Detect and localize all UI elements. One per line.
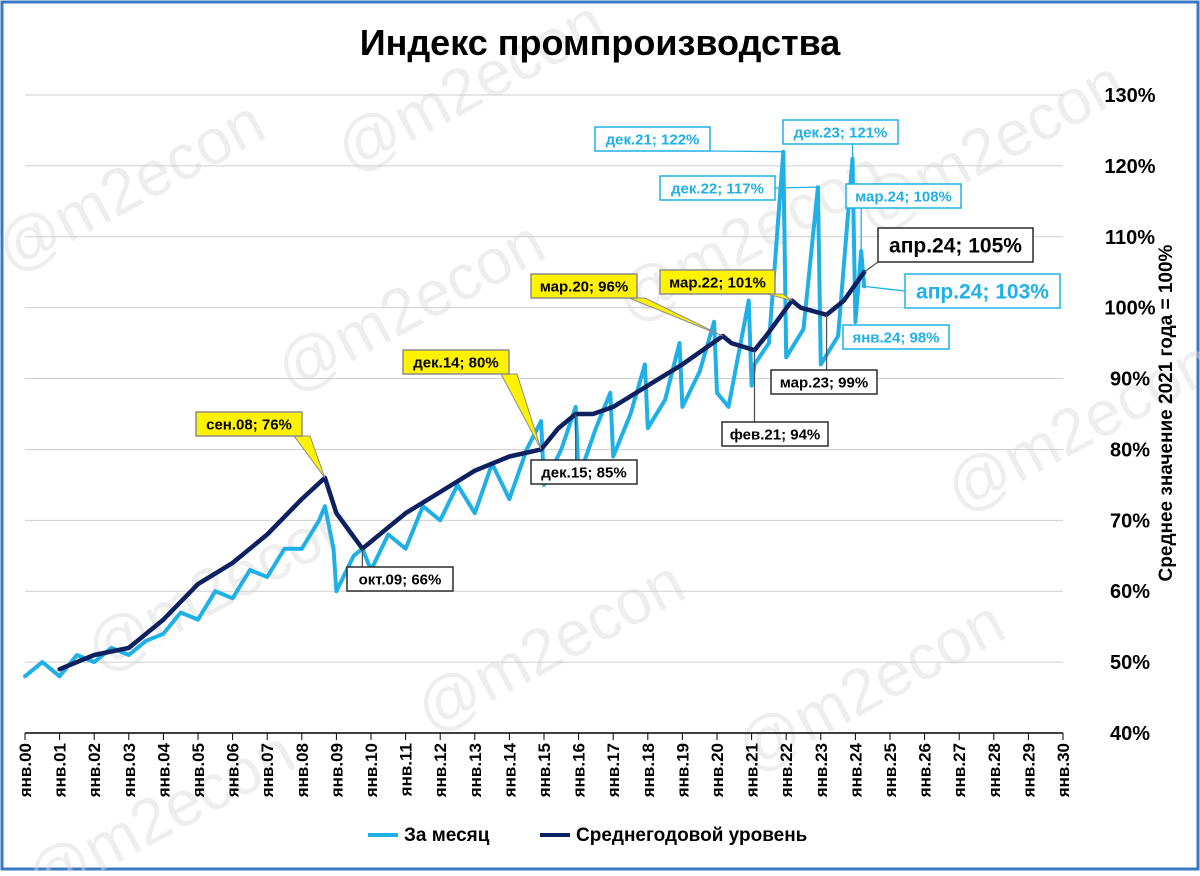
x-tick-label: янв.02 bbox=[85, 743, 104, 798]
x-tick-label: янв.19 bbox=[673, 743, 692, 798]
x-tick-label: янв.15 bbox=[535, 743, 554, 798]
annotation-label: мар.22; 101% bbox=[669, 274, 766, 291]
annotation-box bbox=[782, 119, 899, 145]
legend: За месяц Среднегодовой уровень bbox=[368, 825, 807, 846]
annotation-label: мар.23; 99% bbox=[780, 374, 868, 391]
x-tick-label: янв.07 bbox=[258, 743, 277, 798]
y-axis-label: Среднее значение 2021 года = 100% bbox=[1156, 244, 1177, 581]
y-tick-label: 110% bbox=[1105, 227, 1155, 249]
x-tick-label: янв.14 bbox=[500, 742, 519, 798]
y-tick-label: 120% bbox=[1104, 156, 1155, 178]
annotation-label: апр.24; 105% bbox=[889, 235, 1022, 258]
annotation-label: сен.08; 76% bbox=[206, 416, 292, 433]
annotation-label: янв.24; 98% bbox=[852, 329, 939, 346]
annotation-box bbox=[594, 126, 711, 152]
x-tick-label: янв.04 bbox=[154, 742, 173, 798]
x-tick-label: янв.00 bbox=[16, 743, 35, 798]
x-tick-label: янв.28 bbox=[985, 743, 1004, 798]
x-tick-label: янв.21 bbox=[743, 743, 762, 798]
x-tick-label: янв.24 bbox=[846, 742, 865, 798]
x-tick-label: янв.25 bbox=[881, 743, 900, 798]
annotation-box bbox=[842, 324, 950, 350]
annotation-box bbox=[845, 183, 962, 209]
y-tick-label: 50% bbox=[1110, 652, 1150, 674]
x-tick-label: янв.27 bbox=[950, 743, 969, 798]
y-tick-label: 130% bbox=[1104, 85, 1155, 107]
x-tick-label: янв.18 bbox=[639, 743, 658, 798]
x-tick-label: янв.09 bbox=[327, 743, 346, 798]
annotation-label: дек.23; 121% bbox=[794, 124, 888, 141]
annotation-box bbox=[721, 421, 829, 447]
y-axis: 40% 50% 60% 70% 80% 90% 100% 110% 120% 130% bbox=[1104, 85, 1155, 745]
x-tick-label: янв.17 bbox=[604, 743, 623, 798]
y-tick-label: 80% bbox=[1110, 439, 1150, 461]
x-tick-label: янв.22 bbox=[777, 743, 796, 798]
annotation-box bbox=[659, 269, 776, 295]
x-tick-label: янв.26 bbox=[916, 743, 935, 798]
x-tick-label: янв.13 bbox=[466, 743, 485, 798]
annotation-label: мар.24; 108% bbox=[855, 188, 952, 205]
x-tick-label: янв.20 bbox=[708, 743, 727, 798]
annotation-label: дек.22; 117% bbox=[671, 180, 764, 197]
series-line-annual bbox=[57, 269, 867, 672]
annotation-box bbox=[195, 411, 303, 437]
y-tick-label: 70% bbox=[1110, 510, 1150, 532]
annotation-label: мар.20; 96% bbox=[540, 278, 628, 295]
annotation-label: дек.14; 80% bbox=[413, 354, 498, 371]
x-tick-label: янв.03 bbox=[120, 743, 139, 798]
annotation-layer: сен.08; 76% окт.09; 66% дек.14; 80% дек.15;… bbox=[195, 119, 1061, 592]
y-tick-label: 100% bbox=[1104, 298, 1155, 320]
x-tick-label: янв.29 bbox=[1019, 743, 1038, 798]
y-tick-label: 40% bbox=[1110, 723, 1150, 745]
x-tick-label: янв.01 bbox=[51, 743, 70, 798]
annotation-label: дек.15; 85% bbox=[541, 464, 626, 481]
annotation-box bbox=[904, 273, 1061, 309]
annotation-box bbox=[877, 227, 1034, 263]
x-tick-label: янв.06 bbox=[224, 743, 243, 798]
series-layer bbox=[23, 149, 867, 679]
annotation-box bbox=[530, 459, 638, 485]
x-axis: янв.00 янв.01 янв.02 янв.03 янв.04 янв.05 янв.… bbox=[16, 732, 1073, 798]
chart-title: Индекс промпроизводства bbox=[360, 22, 842, 63]
annotation-box bbox=[770, 369, 878, 395]
annotation-leader bbox=[863, 285, 906, 292]
x-tick-label: янв.10 bbox=[362, 743, 381, 798]
annotation-leader bbox=[774, 186, 818, 189]
annotation-label: окт.09; 66% bbox=[359, 571, 442, 588]
annotation-box bbox=[530, 273, 638, 299]
x-tick-label: янв.16 bbox=[570, 743, 589, 798]
x-tick-label: янв.12 bbox=[431, 743, 450, 798]
x-tick-label: янв.11 bbox=[397, 743, 416, 797]
legend-label-annual: Среднегодовой уровень bbox=[576, 825, 807, 846]
series-line-monthly bbox=[23, 149, 867, 679]
annotation-leader bbox=[709, 150, 784, 153]
x-tick-label: янв.05 bbox=[189, 743, 208, 798]
x-tick-label: янв.23 bbox=[812, 743, 831, 798]
annotation-label: фев.21; 94% bbox=[730, 426, 821, 443]
x-tick-label: янв.08 bbox=[293, 743, 312, 798]
x-tick-label: янв.30 bbox=[1054, 743, 1073, 798]
y-tick-label: 90% bbox=[1110, 369, 1150, 391]
annotation-label: апр.24; 103% bbox=[916, 281, 1049, 304]
annotation-leader bbox=[863, 261, 879, 273]
annotation-label: дек.21; 122% bbox=[606, 131, 700, 148]
annotation-box bbox=[659, 175, 776, 201]
annotation-box bbox=[402, 349, 510, 375]
legend-label-monthly: За месяц bbox=[404, 825, 490, 846]
y-tick-label: 60% bbox=[1110, 581, 1150, 603]
annotation-box bbox=[346, 566, 454, 592]
